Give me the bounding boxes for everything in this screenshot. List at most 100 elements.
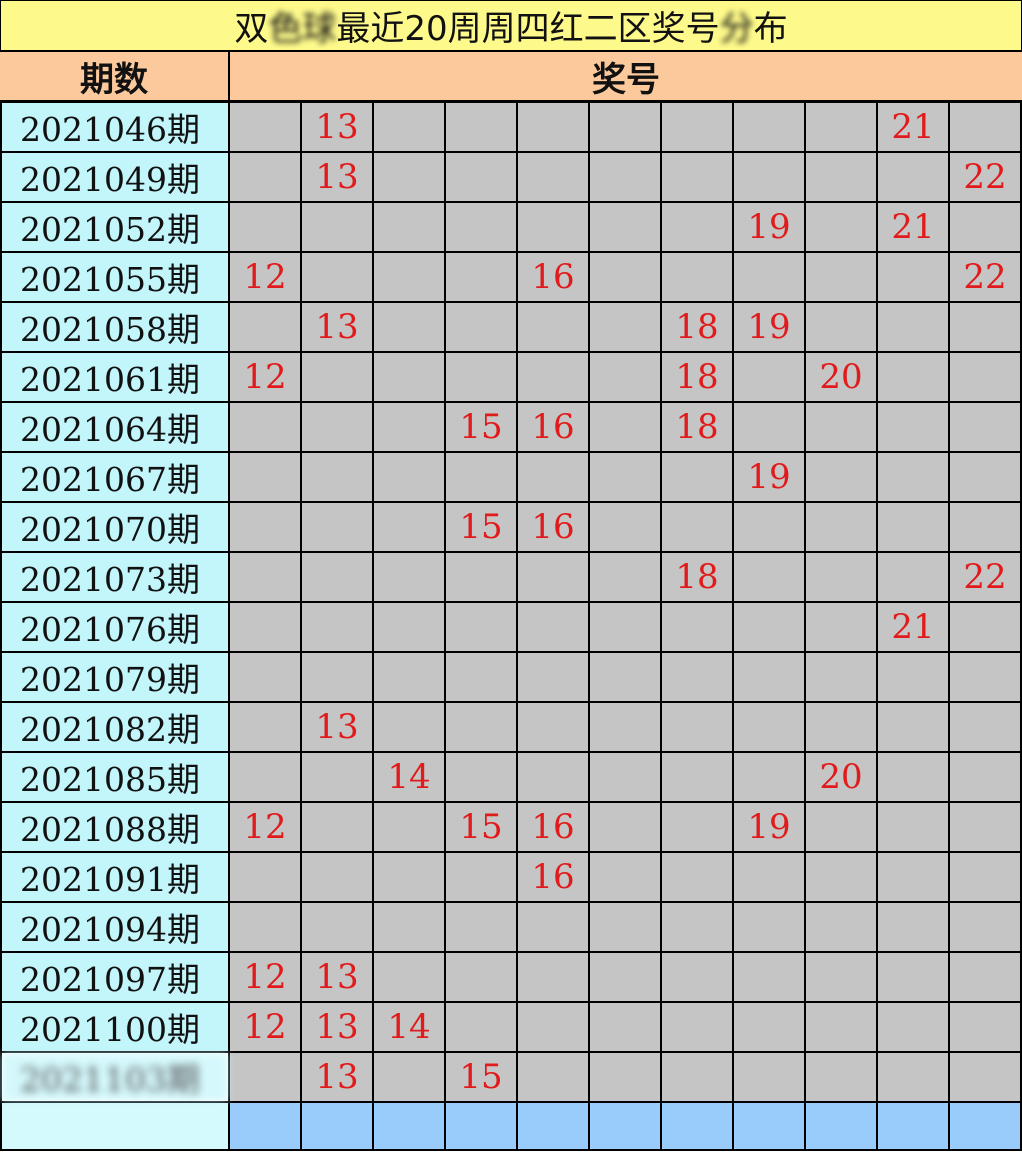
number-cell	[444, 901, 518, 953]
number-cell: 16	[516, 401, 590, 453]
number-cell	[444, 101, 518, 153]
number-cell	[732, 551, 806, 603]
number-cell	[732, 851, 806, 903]
number-cell: 13	[300, 1001, 374, 1053]
number-cell	[228, 451, 302, 503]
number-cell	[516, 551, 590, 603]
sheet-title: 双色球 最近20周周四红二区奖号分布	[0, 0, 1022, 53]
number-cell: 12	[228, 1001, 302, 1053]
number-cell	[804, 101, 878, 153]
footer-cell	[372, 1101, 446, 1151]
number-cell: 16	[516, 801, 590, 853]
number-cell	[588, 1001, 662, 1053]
number-cell	[516, 301, 590, 353]
number-cell: 22	[948, 151, 1022, 203]
number-cell	[804, 151, 878, 203]
number-cell	[372, 251, 446, 303]
number-cell	[660, 601, 734, 653]
number-cell	[588, 351, 662, 403]
number-cell	[444, 151, 518, 203]
table-row: 2021073期 18 22	[0, 551, 1022, 603]
number-cell	[588, 601, 662, 653]
number-cell	[876, 851, 950, 903]
number-cell	[732, 951, 806, 1003]
number-cell	[516, 751, 590, 803]
numbers-column-header: 奖号	[230, 52, 1022, 102]
title-part: 最近20周周四红二区奖号	[336, 9, 720, 49]
number-cell	[444, 201, 518, 253]
number-cell	[804, 451, 878, 503]
number-cell	[660, 101, 734, 153]
number-cell	[372, 951, 446, 1003]
number-cell	[228, 1051, 302, 1103]
number-cell: 15	[444, 501, 518, 553]
number-cell	[660, 501, 734, 553]
number-cell	[948, 751, 1022, 803]
number-cell	[372, 301, 446, 353]
number-cell: 21	[876, 201, 950, 253]
number-cell	[372, 701, 446, 753]
period-cell: 2021091期	[0, 851, 230, 903]
number-cell	[876, 951, 950, 1003]
number-cell	[588, 201, 662, 253]
footer-cell	[804, 1101, 878, 1151]
number-cell	[372, 401, 446, 453]
number-cell	[660, 801, 734, 853]
number-cell	[372, 501, 446, 553]
number-cell	[876, 1001, 950, 1053]
table-row: 2021085期 14 20	[0, 751, 1022, 803]
number-cell	[300, 401, 374, 453]
number-cell: 20	[804, 751, 878, 803]
period-column-header: 期数	[0, 52, 230, 102]
number-cell	[372, 801, 446, 853]
footer-row	[0, 1101, 1022, 1151]
number-cell	[660, 1001, 734, 1053]
number-cell	[948, 301, 1022, 353]
number-cell	[732, 351, 806, 403]
period-cell: 2021088期	[0, 801, 230, 853]
number-cell	[228, 401, 302, 453]
number-cell	[300, 351, 374, 403]
number-cell	[876, 401, 950, 453]
number-cell	[732, 901, 806, 953]
number-cell: 13	[300, 101, 374, 153]
table-row: 2021058期 13 18 19	[0, 301, 1022, 353]
number-cell	[372, 851, 446, 903]
footer-cell	[300, 1101, 374, 1151]
number-cell	[300, 551, 374, 603]
title-part: 布	[753, 9, 788, 49]
number-cell	[948, 351, 1022, 403]
number-cell	[876, 901, 950, 953]
number-cell	[660, 701, 734, 753]
number-cell	[588, 101, 662, 153]
number-cell	[444, 301, 518, 353]
number-cell	[300, 851, 374, 903]
number-cell	[228, 751, 302, 803]
table-row: 2021049期 13 22	[0, 151, 1022, 203]
number-cell	[948, 901, 1022, 953]
number-cell: 19	[732, 201, 806, 253]
number-cell	[516, 651, 590, 703]
number-cell: 14	[372, 1001, 446, 1053]
number-cell	[300, 501, 374, 553]
number-cell: 18	[660, 401, 734, 453]
footer-cell	[516, 1101, 590, 1151]
number-cell: 13	[300, 1051, 374, 1103]
number-cell: 12	[228, 351, 302, 403]
number-cell	[300, 601, 374, 653]
period-cell: 2021055期	[0, 251, 230, 303]
table-row: 2021094期	[0, 901, 1022, 953]
number-cell	[588, 451, 662, 503]
number-cell	[804, 551, 878, 603]
table-row: 2021076期 21	[0, 601, 1022, 653]
number-cell: 18	[660, 301, 734, 353]
number-cell	[372, 201, 446, 253]
number-cell	[300, 651, 374, 703]
number-cell: 15	[444, 401, 518, 453]
footer-cell	[876, 1101, 950, 1151]
footer-label-cell	[0, 1101, 230, 1151]
title-part-obscured: 分	[719, 9, 754, 49]
number-cell	[516, 101, 590, 153]
number-cell: 12	[228, 251, 302, 303]
number-cell	[948, 1001, 1022, 1053]
